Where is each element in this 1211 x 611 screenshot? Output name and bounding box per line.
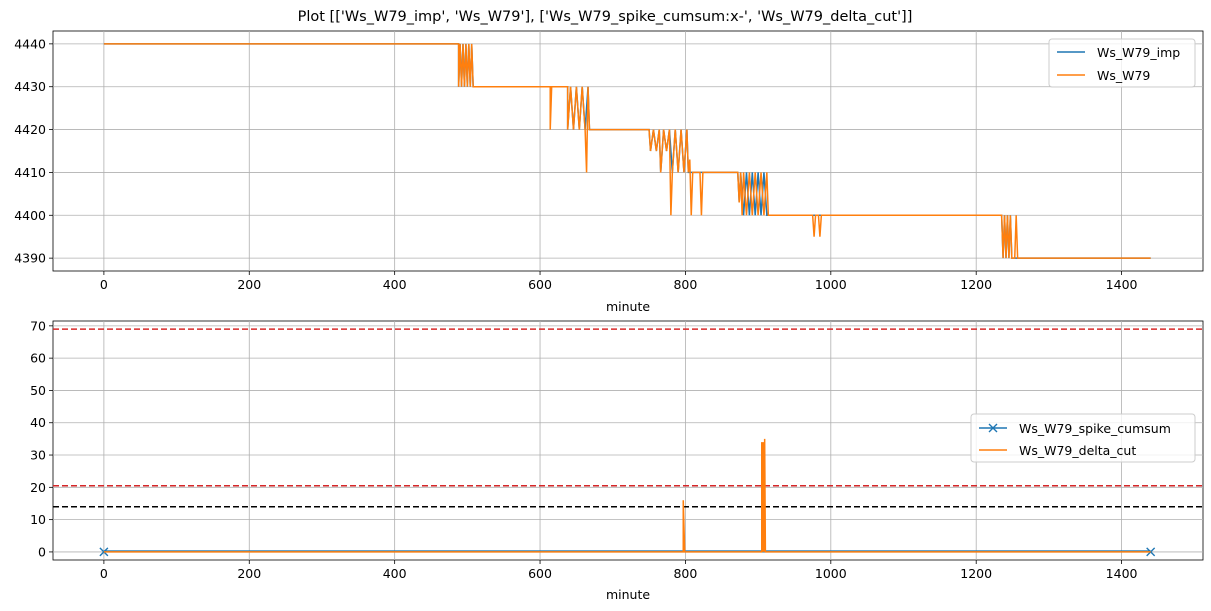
series-line <box>103 43 1151 259</box>
y-tick-label: 4390 <box>14 251 46 266</box>
x-tick-label: 200 <box>237 566 261 581</box>
y-tick-label: 0 <box>38 544 46 559</box>
bottom-legend-label-cumsum: Ws_W79_spike_cumsum <box>1019 421 1171 436</box>
top-axes-legend: Ws_W79_imp Ws_W79 <box>1048 38 1196 88</box>
top-axes-yticks: 4390 4400 4410 4420 4430 4440 <box>14 36 53 266</box>
top-legend-label-ws: Ws_W79 <box>1097 68 1150 83</box>
x-tick-label: 1200 <box>960 277 992 292</box>
y-tick-label: 70 <box>30 318 46 333</box>
y-tick-label: 4410 <box>14 165 46 180</box>
x-tick-label: 1000 <box>815 277 847 292</box>
y-tick-label: 30 <box>30 448 46 463</box>
x-tick-label: 400 <box>383 566 407 581</box>
top-axes-plot-area <box>103 43 1151 259</box>
y-tick-label: 4400 <box>14 208 46 223</box>
series-line <box>103 438 1151 553</box>
top-axes-grid <box>53 31 1203 271</box>
top-axes: 0 200 400 600 800 1000 1200 1400 4390 4400 4410 44… <box>14 30 1204 314</box>
top-legend-label-imp: Ws_W79_imp <box>1097 45 1180 60</box>
bottom-legend-label-delta: Ws_W79_delta_cut <box>1019 443 1136 458</box>
x-tick-label: 600 <box>528 277 552 292</box>
x-tick-label: 800 <box>673 277 697 292</box>
x-tick-label: 0 <box>100 277 108 292</box>
y-tick-label: 4420 <box>14 122 46 137</box>
x-tick-label: 1400 <box>1106 566 1138 581</box>
y-tick-label: 40 <box>30 415 46 430</box>
y-tick-label: 4430 <box>14 79 46 94</box>
x-tick-label: 800 <box>673 566 697 581</box>
y-tick-label: 60 <box>30 351 46 366</box>
x-tick-label: 600 <box>528 566 552 581</box>
bottom-axes-legend: Ws_W79_spike_cumsum Ws_W79_delta_cut <box>970 413 1196 463</box>
bottom-axes-yticks: 0 10 20 30 40 50 60 70 <box>30 318 53 559</box>
figure-title: Plot [['Ws_W79_imp', 'Ws_W79'], ['Ws_W79… <box>298 9 913 25</box>
top-axes-frame <box>52 30 1204 272</box>
top-axes-xticks: 0 200 400 600 800 1000 1200 1400 <box>100 271 1138 292</box>
bottom-legend-marker-cumsum <box>988 423 998 433</box>
bottom-axes: 0 200 400 600 800 1000 1200 1400 0 10 20 30 40 50 60 7… <box>30 318 1204 602</box>
y-tick-label: 50 <box>30 383 46 398</box>
series-line <box>103 43 1151 259</box>
x-tick-label: 1200 <box>960 566 992 581</box>
y-tick-label: 10 <box>30 512 46 527</box>
bottom-legend-frame <box>970 413 1196 463</box>
x-tick-label: 1400 <box>1106 277 1138 292</box>
x-tick-label: 400 <box>383 277 407 292</box>
y-tick-label: 20 <box>30 480 46 495</box>
x-tick-label: 200 <box>237 277 261 292</box>
bottom-axes-frame <box>52 320 1204 561</box>
bottom-axes-plot-area <box>53 328 1203 557</box>
x-tick-label: 0 <box>100 566 108 581</box>
y-tick-label: 4440 <box>14 36 46 51</box>
bottom-axes-xlabel: minute <box>606 587 650 602</box>
x-tick-label: 1000 <box>815 566 847 581</box>
top-legend-frame <box>1048 38 1196 88</box>
top-axes-xlabel: minute <box>606 299 650 314</box>
bottom-axes-xticks: 0 200 400 600 800 1000 1200 1400 <box>100 560 1138 581</box>
